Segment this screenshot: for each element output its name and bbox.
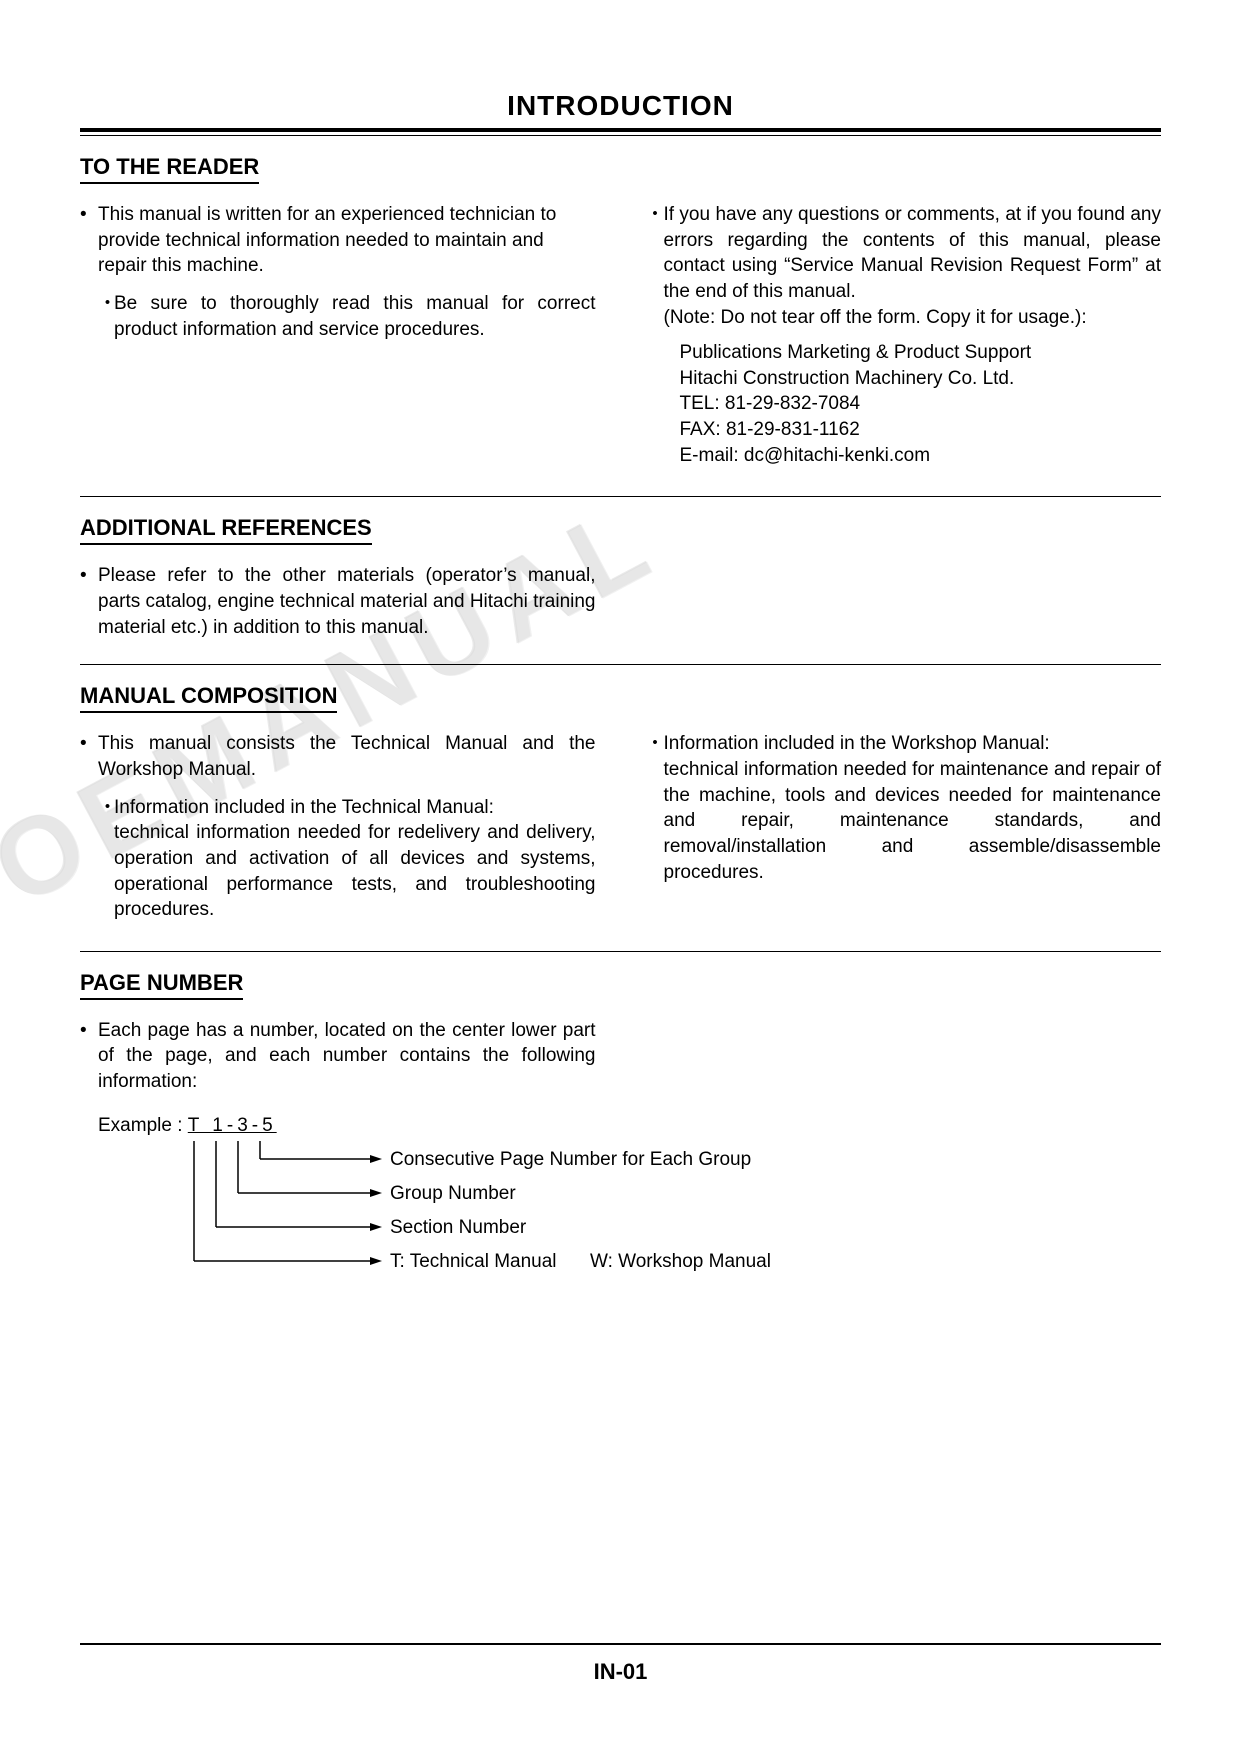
contact-email: E-mail: dc@hitachi-kenki.com (680, 443, 1162, 469)
reader-left-p1: This manual is written for an experience… (98, 202, 596, 279)
diagram-label-4a: T: Technical Manual (390, 1251, 557, 1272)
section-rule (80, 496, 1161, 497)
heading-refs: ADDITIONAL REFERENCES (80, 515, 372, 545)
comp-right-p1: Information included in the Workshop Man… (664, 731, 1162, 885)
bullet-dot: • (80, 202, 98, 279)
sub-bullet-dot: ・ (646, 731, 664, 885)
section-rule (80, 664, 1161, 665)
contact-l1: Publications Marketing & Product Support (680, 340, 1162, 366)
page-number-diagram: Consecutive Page Number for Each Group G… (190, 1141, 1161, 1301)
example-label: Example : (98, 1115, 188, 1136)
sub-bullet-dot: ・ (98, 291, 114, 342)
comp-left-p1: This manual consists the Technical Manua… (98, 731, 596, 782)
contact-tel: TEL: 81-29-832-7084 (680, 391, 1162, 417)
heading-pagenum: PAGE NUMBER (80, 970, 243, 1000)
refs-p1: Please refer to the other materials (ope… (98, 563, 596, 640)
heading-reader: TO THE READER (80, 154, 259, 184)
page-title: INTRODUCTION (80, 90, 1161, 122)
footer-rule (80, 1643, 1161, 1645)
example-row: Example : T 1-3-5 (98, 1115, 596, 1137)
section-comp: MANUAL COMPOSITION • This manual consist… (80, 683, 1161, 922)
diagram-label-4b: W: Workshop Manual (590, 1251, 771, 1272)
comp-left-p2-body: technical information needed for redeliv… (114, 820, 596, 923)
sub-bullet-dot: ・ (646, 202, 664, 330)
contact-fax: FAX: 81-29-831-1162 (680, 417, 1162, 443)
comp-right-p1-lead: Information included in the Workshop Man… (664, 733, 1050, 754)
reader-right-note: (Note: Do not tear off the form. Copy it… (664, 307, 1087, 328)
heading-comp: MANUAL COMPOSITION (80, 683, 337, 713)
diagram-label-3: Section Number (390, 1217, 527, 1238)
bullet-dot: • (80, 1018, 98, 1095)
section-rule (80, 951, 1161, 952)
section-refs: ADDITIONAL REFERENCES • Please refer to … (80, 515, 1161, 650)
reader-right-p1-text: If you have any questions or comments, a… (664, 204, 1162, 302)
reader-left-col: • This manual is written for an experien… (80, 202, 596, 468)
example-code: T 1-3-5 (188, 1115, 277, 1137)
diagram-svg: Consecutive Page Number for Each Group G… (190, 1141, 890, 1301)
sub-bullet-dot: ・ (98, 795, 114, 923)
diagram-label-2: Group Number (390, 1183, 516, 1204)
bullet-dot: • (80, 563, 98, 640)
page-number: IN-01 (0, 1659, 1241, 1685)
reader-left-p2: Be sure to thoroughly read this manual f… (114, 291, 596, 342)
comp-left-p2-lead: Information included in the Technical Ma… (114, 797, 494, 818)
contact-block: Publications Marketing & Product Support… (680, 340, 1162, 468)
pagenum-p1: Each page has a number, located on the c… (98, 1018, 596, 1095)
title-rule (80, 128, 1161, 136)
reader-right-col: ・ If you have any questions or comments,… (646, 202, 1162, 468)
section-pagenum: PAGE NUMBER • Each page has a number, lo… (80, 970, 1161, 1301)
diagram-label-1: Consecutive Page Number for Each Group (390, 1149, 751, 1170)
section-reader: TO THE READER • This manual is written f… (80, 154, 1161, 468)
comp-right-p1-body: technical information needed for mainten… (664, 757, 1162, 885)
contact-l2: Hitachi Construction Machinery Co. Ltd. (680, 366, 1162, 392)
bullet-dot: • (80, 731, 98, 782)
reader-right-p1: If you have any questions or comments, a… (664, 202, 1162, 330)
comp-left-p2: Information included in the Technical Ma… (114, 795, 596, 923)
